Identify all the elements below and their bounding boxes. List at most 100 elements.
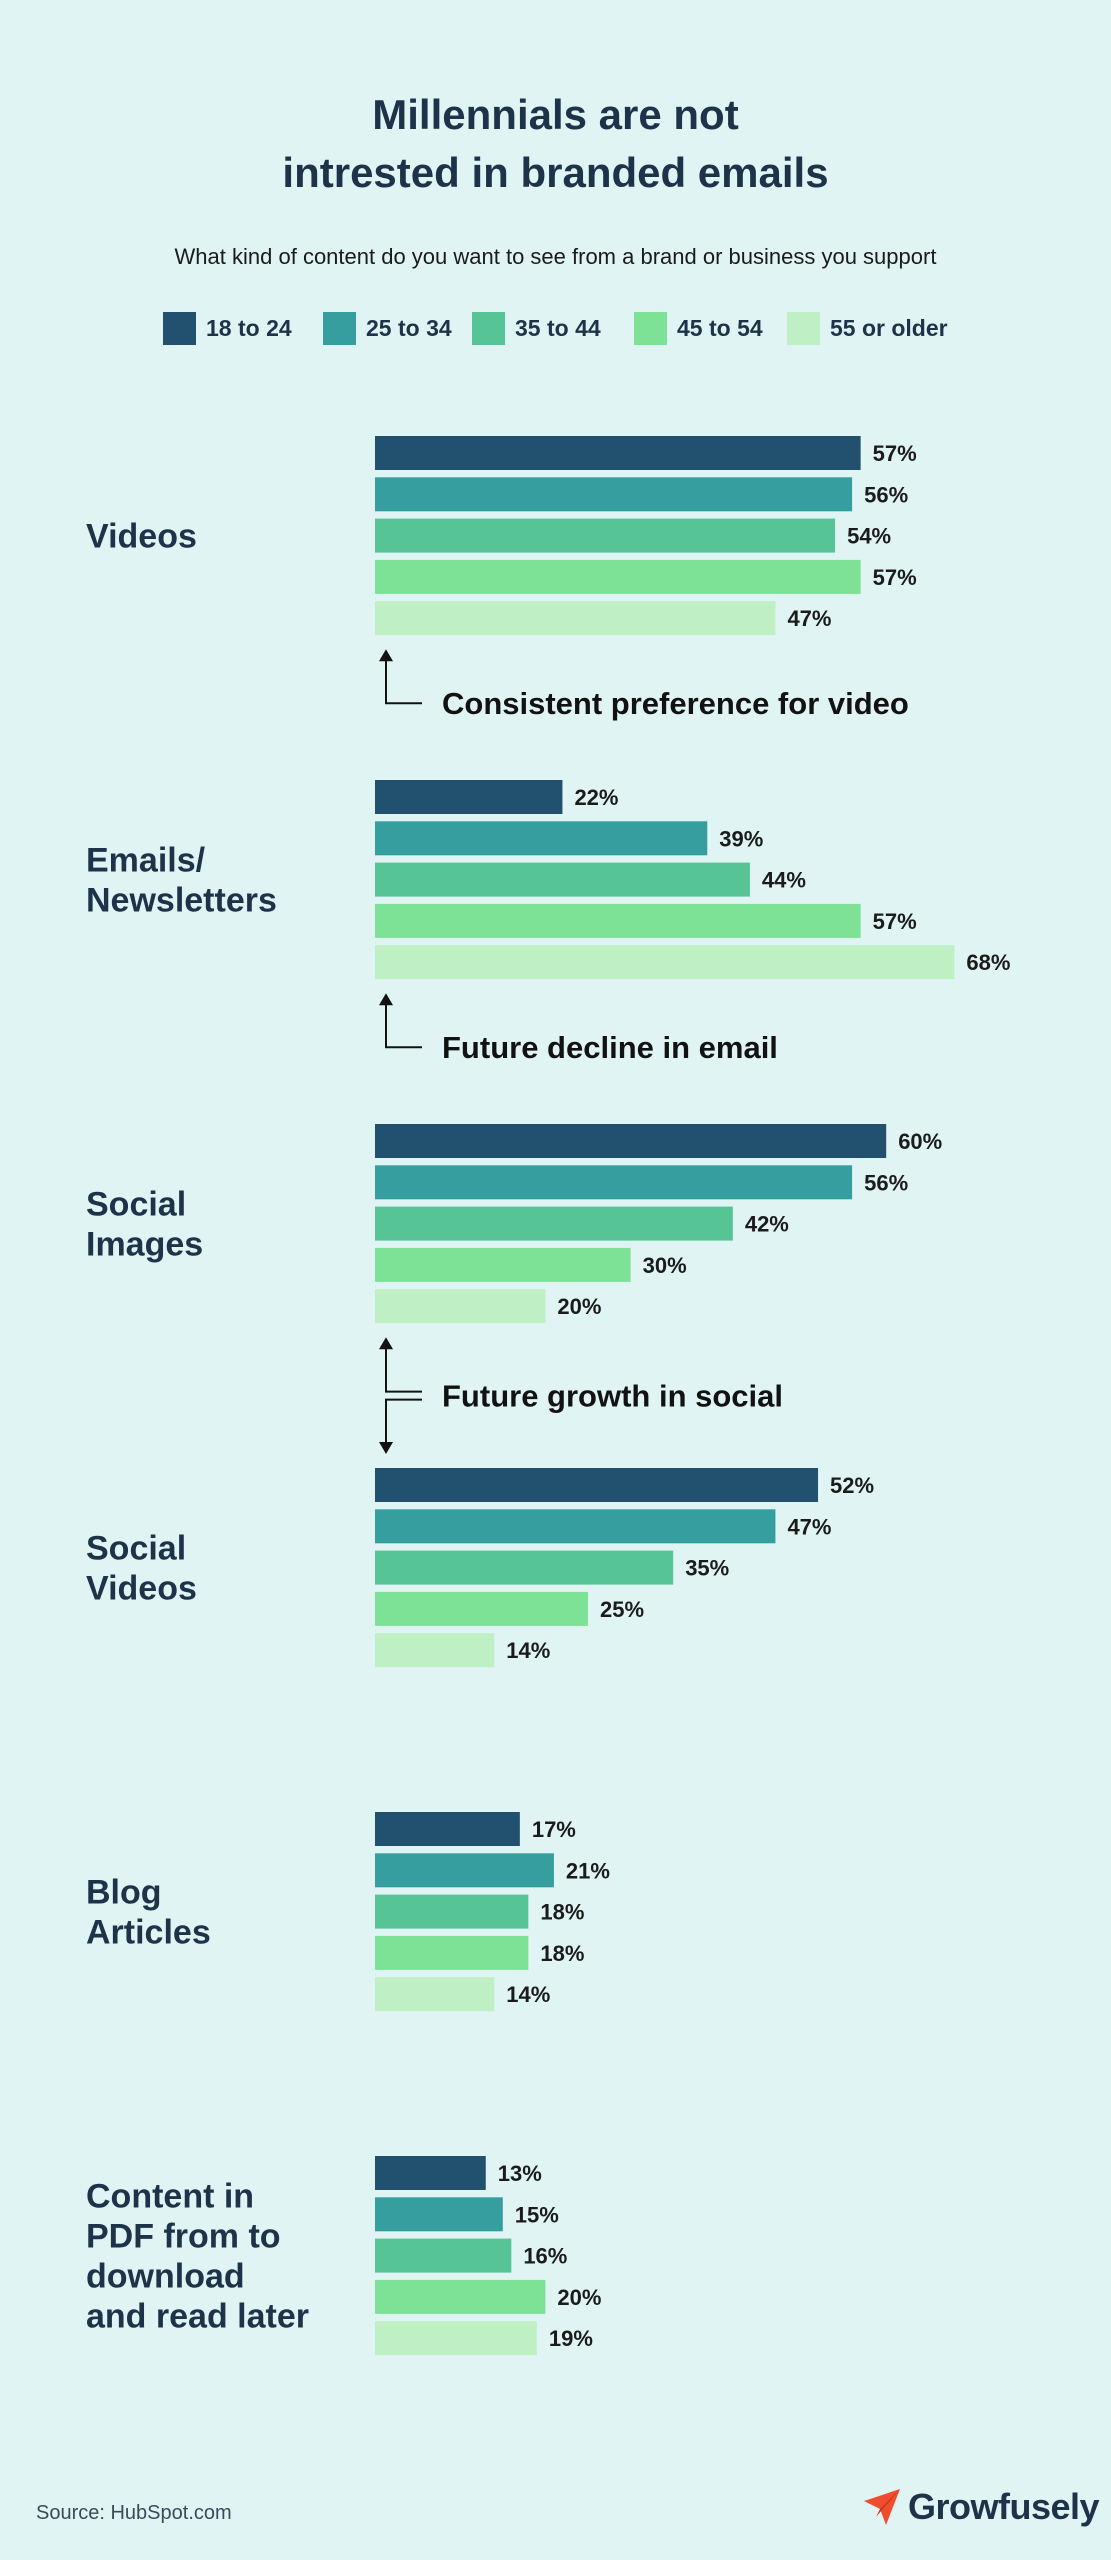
legend-label: 18 to 24 — [206, 314, 292, 341]
annotation-label: Future decline in email — [442, 1030, 778, 1065]
bar — [375, 1165, 853, 1200]
up-arrow-icon — [379, 649, 393, 662]
value-label: 42% — [745, 1212, 789, 1237]
legend-swatch — [323, 311, 356, 345]
value-label: 44% — [762, 868, 806, 893]
bar — [375, 436, 861, 470]
bar — [375, 2279, 546, 2314]
brand-name: Growfusely — [908, 2486, 1100, 2527]
category-label-line: Articles — [86, 1914, 211, 1952]
legend-swatch — [472, 311, 505, 345]
value-label: 30% — [643, 1253, 687, 1278]
bar — [375, 1550, 674, 1585]
up-arrow-icon — [379, 1337, 393, 1350]
bar — [375, 1894, 529, 1929]
category-label: Content in PDF from to download and read la… — [86, 2178, 309, 2336]
legend-item-25-34: 25 to 34 — [323, 310, 452, 346]
value-label: 52% — [830, 1473, 874, 1498]
annotation-label: Future growth in social — [442, 1379, 783, 1414]
legend-label: 35 to 44 — [515, 314, 601, 341]
value-label: 39% — [719, 826, 763, 851]
annotation-connector — [385, 1003, 422, 1049]
value-label: 56% — [864, 482, 908, 507]
bar — [375, 1289, 546, 1324]
legend-item-45-54: 45 to 54 — [634, 310, 763, 346]
up-arrow-icon — [379, 993, 393, 1006]
category-label-line: Blog — [86, 1874, 162, 1912]
category-label-line: Videos — [86, 518, 197, 556]
category-label-line: Content in — [86, 2178, 254, 2216]
down-arrow-icon — [379, 1442, 393, 1454]
chart-title: Millennials are not intrested in branded… — [0, 86, 1111, 202]
category-label-line: Images — [86, 1226, 203, 1264]
bar — [375, 945, 955, 980]
value-label: 19% — [549, 2326, 593, 2351]
legend-swatch — [163, 311, 196, 345]
bar — [375, 477, 853, 512]
category-label-line: Social — [86, 1530, 186, 1568]
paper-plane-icon — [864, 2489, 900, 2525]
value-label: 17% — [532, 1817, 576, 1842]
legend-item-35-44: 35 to 44 — [472, 310, 601, 346]
bar — [375, 903, 861, 938]
bar — [375, 1633, 495, 1668]
value-label: 57% — [873, 909, 917, 934]
bar — [375, 2156, 486, 2190]
category-label-line: download — [86, 2258, 245, 2296]
title-line-1: Millennials are not — [372, 91, 739, 138]
value-label: 14% — [506, 1638, 550, 1663]
category-label-line: Newsletters — [86, 882, 277, 920]
category-label: Social Videos — [86, 1530, 197, 1608]
value-label: 13% — [498, 2161, 542, 2186]
value-label: 14% — [506, 1982, 550, 2007]
source-note: Source: HubSpot.com — [36, 2502, 232, 2524]
value-label: 21% — [566, 1858, 610, 1883]
value-label: 20% — [557, 1294, 601, 1319]
bar — [375, 1124, 887, 1158]
value-label: 22% — [574, 785, 618, 810]
category-label-line: Emails/ — [86, 842, 206, 880]
bar — [375, 1247, 631, 1282]
category-label: Emails/Newsletters — [86, 842, 277, 920]
value-label: 54% — [847, 524, 891, 549]
value-label: 18% — [540, 1941, 584, 1966]
bar — [375, 821, 708, 856]
legend-swatch — [634, 311, 667, 345]
bar — [375, 2321, 537, 2356]
category-label: Social Images — [86, 1186, 203, 1264]
annotation-label: Consistent preference for video — [442, 686, 909, 721]
legend-label: 45 to 54 — [677, 314, 763, 341]
bar — [375, 1935, 529, 1970]
value-label: 25% — [600, 1597, 644, 1622]
value-label: 60% — [898, 1129, 942, 1154]
value-label: 18% — [540, 1900, 584, 1925]
category-label-line: and read later — [86, 2298, 309, 2336]
bar — [375, 559, 861, 594]
category-label-line: PDF from to — [86, 2218, 281, 2256]
value-label: 56% — [864, 1170, 908, 1195]
value-label: 47% — [787, 1514, 831, 1539]
category-label-line: Social — [86, 1186, 186, 1224]
legend-item-18-24: 18 to 24 — [163, 310, 292, 346]
annotation-connector — [385, 1347, 422, 1393]
bar — [375, 1468, 819, 1502]
bar — [375, 862, 750, 897]
bar — [375, 1509, 776, 1544]
brand-logo: Growfusely — [862, 2482, 1100, 2532]
value-label: 35% — [685, 1556, 729, 1581]
bar — [375, 1853, 554, 1888]
title-line-2: intrested in branded emails — [282, 149, 829, 196]
value-label: 20% — [557, 2285, 601, 2310]
value-label: 57% — [873, 565, 917, 590]
annotation-connector — [385, 1398, 422, 1444]
value-label: 16% — [523, 2244, 567, 2269]
bar — [375, 601, 776, 636]
annotation-connector — [385, 659, 422, 705]
legend-swatch — [787, 311, 820, 345]
legend-item-55-older: 55 or older — [787, 310, 948, 346]
legend: 18 to 24 25 to 34 35 to 44 45 to 54 55 o… — [0, 310, 1111, 346]
category-label: Blog Articles — [86, 1874, 211, 1952]
bar — [375, 518, 836, 553]
bar — [375, 2238, 512, 2273]
